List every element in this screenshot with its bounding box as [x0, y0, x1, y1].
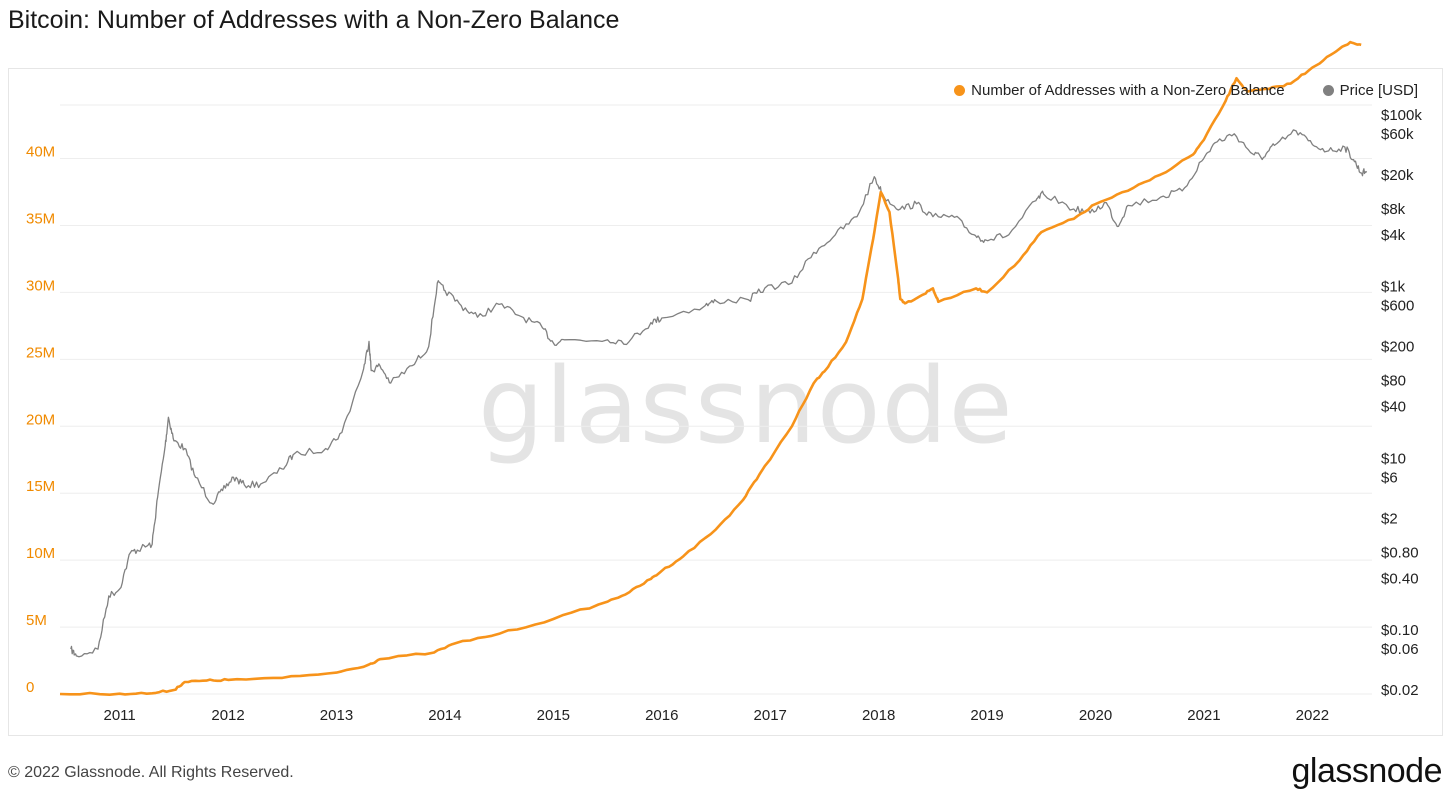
x-tick-label: 2014	[428, 707, 461, 724]
x-tick-label: 2020	[1079, 707, 1112, 724]
brand-logo[interactable]: glassnode	[1291, 752, 1442, 790]
right-tick-label: $600	[1381, 298, 1414, 315]
x-tick-label: 2015	[537, 707, 570, 724]
right-tick-label: $0.10	[1381, 622, 1419, 639]
x-tick-label: 2012	[211, 707, 244, 724]
chart-frame	[8, 68, 1443, 736]
right-tick-label: $4k	[1381, 227, 1406, 244]
right-tick-label: $0.80	[1381, 544, 1419, 561]
left-tick-label: 0	[26, 679, 34, 696]
x-tick-label: 2022	[1296, 707, 1329, 724]
left-tick-label: 25M	[26, 344, 55, 361]
right-tick-label: $0.02	[1381, 682, 1419, 699]
left-tick-label: 20M	[26, 411, 55, 428]
legend: Number of Addresses with a Non-Zero Bala…	[954, 82, 1418, 99]
right-tick-label: $0.06	[1381, 641, 1419, 658]
right-tick-label: $10	[1381, 450, 1406, 467]
series-line-price	[70, 129, 1368, 658]
series-line-addresses	[59, 40, 1362, 696]
x-tick-label: 2016	[645, 707, 678, 724]
left-tick-label: 15M	[26, 478, 55, 495]
legend-item-addresses[interactable]: Number of Addresses with a Non-Zero Bala…	[954, 82, 1285, 99]
right-tick-label: $6	[1381, 469, 1398, 486]
right-tick-label: $1k	[1381, 279, 1406, 296]
left-tick-label: 10M	[26, 545, 55, 562]
left-tick-label: 5M	[26, 612, 47, 629]
watermark: glassnode	[478, 345, 1014, 467]
left-tick-label: 30M	[26, 277, 55, 294]
left-tick-label: 40M	[26, 144, 55, 161]
legend-label-price: Price [USD]	[1339, 82, 1418, 99]
left-tick-label: 35M	[26, 210, 55, 227]
copyright-footer: © 2022 Glassnode. All Rights Reserved.	[8, 764, 294, 781]
x-tick-label: 2019	[970, 707, 1003, 724]
right-tick-label: $80	[1381, 373, 1406, 390]
right-tick-label: $40	[1381, 399, 1406, 416]
chart-title: Bitcoin: Number of Addresses with a Non-…	[8, 6, 620, 34]
x-tick-label: 2013	[320, 707, 353, 724]
right-tick-label: $60k	[1381, 126, 1414, 143]
right-tick-label: $8k	[1381, 201, 1406, 218]
x-tick-label: 2018	[862, 707, 895, 724]
x-tick-label: 2021	[1187, 707, 1220, 724]
legend-swatch-addresses	[954, 85, 966, 96]
legend-label-addresses: Number of Addresses with a Non-Zero Bala…	[971, 82, 1285, 99]
x-tick-label: 2017	[754, 707, 787, 724]
right-tick-label: $100k	[1381, 107, 1422, 124]
right-tick-label: $0.40	[1381, 570, 1419, 587]
x-tick-label: 2011	[104, 707, 136, 724]
right-tick-label: $20k	[1381, 167, 1414, 184]
legend-swatch-price	[1322, 85, 1334, 96]
right-tick-label: $200	[1381, 339, 1414, 356]
right-tick-label: $2	[1381, 510, 1398, 527]
legend-item-price[interactable]: Price [USD]	[1322, 82, 1418, 99]
